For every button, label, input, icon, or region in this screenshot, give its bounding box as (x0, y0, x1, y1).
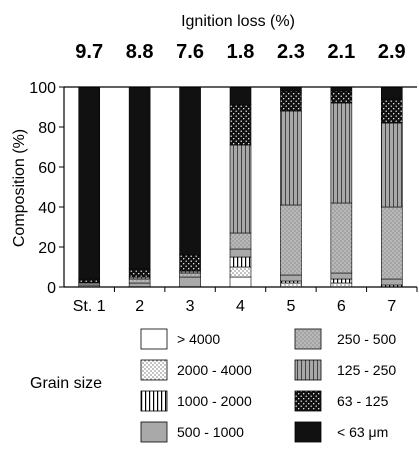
bar-segment (380, 122, 403, 208)
y-tick-label: 100 (29, 80, 56, 97)
bar-segment (179, 272, 201, 278)
ignition-loss-value: 8.8 (126, 41, 154, 63)
legend-swatch (140, 328, 168, 350)
bar-segment (229, 104, 252, 146)
legend: Grain size > 4000 2000 - 4000 1000 - 2000 5… (30, 328, 396, 443)
legend-swatch (294, 359, 322, 381)
x-tick-label: 5 (286, 298, 295, 315)
legend-swatch (140, 359, 168, 381)
x-tick-label: 2 (135, 298, 144, 315)
bar-segment (229, 266, 252, 278)
x-tick-label: 7 (387, 298, 396, 315)
y-axis-label: Composition (%) (11, 129, 28, 247)
y-tick-label: 20 (38, 240, 56, 257)
legend-swatch (140, 421, 168, 443)
legend-label: 1000 - 2000 (177, 393, 252, 409)
ignition-loss-value: 7.6 (176, 41, 204, 63)
x-tick-label: 3 (186, 298, 195, 315)
bar-segment (179, 254, 201, 272)
y-tick-label: 80 (38, 120, 56, 137)
ignition-loss-value: 2.3 (277, 41, 305, 63)
ignition-loss-title: Ignition loss (%) (181, 13, 295, 30)
bars (78, 86, 403, 288)
legend-label: < 63 μm (337, 424, 388, 440)
ignition-loss-values: 9.7 8.8 7.6 1.8 2.3 2.1 2.9 (75, 41, 405, 63)
bar-segment (330, 272, 353, 280)
bar-segment (380, 206, 403, 280)
bar-segment (380, 278, 403, 286)
legend-label: 63 - 125 (337, 393, 389, 409)
bar-segment (229, 232, 252, 250)
bar-segment (78, 86, 101, 280)
bar-segment (128, 86, 151, 270)
x-tick-label: 4 (236, 298, 245, 315)
bar-segment (229, 86, 252, 106)
bar-segment (330, 202, 353, 274)
x-axis: St. 1 2 3 4 5 6 7 (73, 287, 418, 315)
bar-segment (280, 204, 302, 276)
bar-segment (179, 276, 201, 288)
bar-segment (78, 278, 101, 284)
ignition-loss-value: 9.7 (75, 41, 103, 63)
bar-segment (380, 86, 403, 100)
bar-segment (229, 144, 252, 234)
bar-segment (380, 98, 403, 124)
legend-label: 125 - 250 (337, 362, 396, 378)
bar-segment (128, 278, 151, 284)
bar-segment (229, 248, 252, 258)
legend-swatch (294, 328, 322, 350)
plot-frame (63, 86, 417, 288)
legend-label: 250 - 500 (337, 331, 396, 347)
bar-segment (330, 278, 353, 284)
bar-segment (280, 274, 302, 282)
y-tick-label: 40 (38, 200, 56, 217)
ignition-loss-value: 2.9 (378, 41, 406, 63)
legend-swatch (140, 390, 168, 412)
ignition-loss-value: 1.8 (227, 41, 255, 63)
x-tick-label: 6 (337, 298, 346, 315)
bar-segment (330, 90, 353, 104)
bar-segment (280, 90, 302, 112)
x-tick-label: St. 1 (73, 298, 106, 315)
bar-segment (229, 256, 252, 268)
y-tick-label: 0 (47, 280, 56, 297)
legend-swatch (294, 421, 322, 443)
bar-segment (330, 102, 353, 204)
legend-label: 500 - 1000 (177, 424, 244, 440)
legend-title: Grain size (30, 375, 102, 392)
plot-area: 0 20 40 60 80 100 St. 1 2 3 4 5 6 7 (29, 80, 418, 315)
y-tick-label: 60 (38, 160, 56, 177)
y-axis: 0 20 40 60 80 100 (29, 80, 64, 297)
legend-label: 2000 - 4000 (177, 362, 252, 378)
legend-label: > 4000 (177, 331, 220, 347)
bar-segment (229, 276, 252, 288)
ignition-loss-value: 2.1 (327, 41, 355, 63)
bar-segment (128, 268, 151, 278)
bar-segment (179, 86, 201, 256)
bar-segment (280, 110, 302, 206)
legend-swatch (294, 390, 322, 412)
